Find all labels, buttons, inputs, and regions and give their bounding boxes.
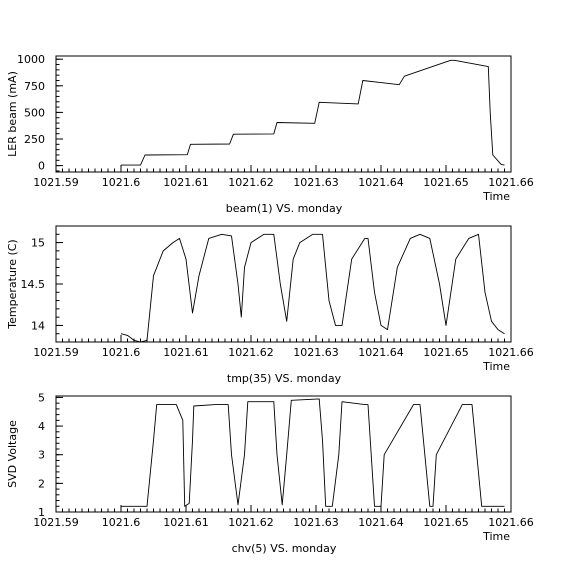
x-tick-label: 1021.61 <box>163 346 209 359</box>
x-tick-label: 1021.59 <box>33 516 79 529</box>
plot-frame <box>55 55 512 173</box>
x-axis-label: tmp(35) VS. monday <box>227 372 342 385</box>
x-tick-label: 1021.6 <box>102 346 141 359</box>
x-tick-label: 1021.63 <box>293 176 339 189</box>
y-tick-label: 5 <box>38 391 45 404</box>
x-tick-label: 1021.61 <box>163 176 209 189</box>
x-tick-label: 1021.65 <box>423 346 469 359</box>
x-tick-label: 1021.65 <box>423 176 469 189</box>
x-tick-label: 1021.65 <box>423 516 469 529</box>
x-axis-unit-label: Time <box>482 530 510 543</box>
x-tick-label: 1021.6 <box>102 176 141 189</box>
y-tick-label: 14.5 <box>21 278 46 291</box>
x-tick-label: 1021.62 <box>228 176 274 189</box>
x-axis-label: chv(5) VS. monday <box>232 542 337 555</box>
beam-current-panel: LER beam (mA) beam(1) VS. monday Time 10… <box>6 53 534 215</box>
plot-frame <box>55 225 512 343</box>
y-tick-label: 250 <box>24 133 45 146</box>
x-tick-label: 1021.62 <box>228 516 274 529</box>
y-tick-label: 1 <box>38 506 45 519</box>
x-tick-label: 1021.64 <box>358 516 404 529</box>
x-tick-label: 1021.59 <box>33 346 79 359</box>
x-tick-label: 1021.63 <box>293 346 339 359</box>
series-line <box>121 398 505 507</box>
svd-voltage-panel: SVD Voltage chv(5) VS. monday Time 1021.… <box>6 391 534 555</box>
y-axis-label: SVD Voltage <box>6 420 19 488</box>
series-line <box>120 233 505 343</box>
x-tick-label: 1021.61 <box>163 516 209 529</box>
x-tick-label: 1021.63 <box>293 516 339 529</box>
y-tick-label: 0 <box>38 160 45 173</box>
x-axis-label: beam(1) VS. monday <box>226 202 343 215</box>
y-tick-label: 2 <box>38 477 45 490</box>
x-axis-unit-label: Time <box>482 360 510 373</box>
y-tick-label: 750 <box>24 80 45 93</box>
x-tick-label: 1021.62 <box>228 346 274 359</box>
x-tick-label: 1021.59 <box>33 176 79 189</box>
x-axis-unit-label: Time <box>482 190 510 203</box>
series-line <box>121 59 505 166</box>
y-tick-label: 15 <box>31 237 45 250</box>
temperature-panel: Temperature (C) tmp(35) VS. monday Time … <box>6 225 534 385</box>
y-tick-label: 14 <box>31 319 45 332</box>
x-tick-label: 1021.64 <box>358 346 404 359</box>
y-axis-label: Temperature (C) <box>6 239 19 329</box>
y-tick-label: 500 <box>24 106 45 119</box>
y-tick-label: 4 <box>38 420 45 433</box>
x-tick-label: 1021.6 <box>102 516 141 529</box>
x-tick-label: 1021.66 <box>488 176 534 189</box>
y-tick-label: 1000 <box>17 53 45 66</box>
y-axis-label: LER beam (mA) <box>6 71 19 157</box>
x-tick-label: 1021.64 <box>358 176 404 189</box>
x-tick-label: 1021.66 <box>488 516 534 529</box>
y-tick-label: 3 <box>38 449 45 462</box>
x-tick-label: 1021.66 <box>488 346 534 359</box>
